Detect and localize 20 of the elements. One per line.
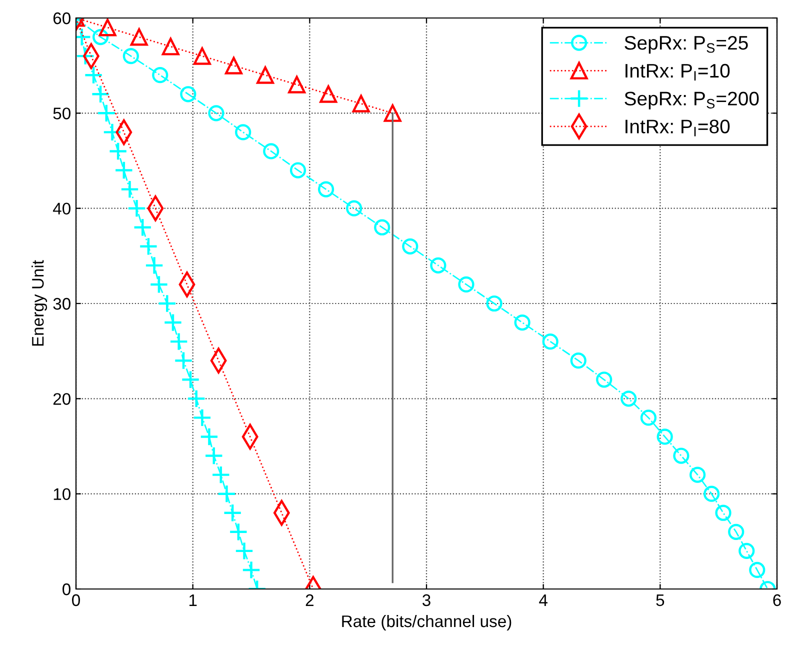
x-tick-label: 1 bbox=[189, 594, 197, 606]
x-tick-label: 0 bbox=[72, 594, 80, 606]
x-tick-label: 6 bbox=[773, 594, 781, 606]
x-tick-label: 4 bbox=[539, 594, 548, 606]
legend-label: SepRx: P$_{S}$=25 bbox=[624, 36, 748, 54]
y-axis-title: Energy Unit bbox=[32, 260, 48, 346]
y-tick-label: 60 bbox=[53, 12, 70, 24]
y-tick-label: 30 bbox=[53, 298, 70, 310]
legend-label: IntRx: P$_{I}$=10 bbox=[626, 64, 730, 81]
x-tick-label: 3 bbox=[422, 594, 430, 606]
legend-label: SepRx: P$_{S}$=200 bbox=[624, 92, 759, 110]
y-tick-label: 50 bbox=[53, 108, 70, 120]
x-tick-label: 2 bbox=[306, 594, 314, 606]
y-tick-label: 0 bbox=[62, 583, 70, 596]
y-tick-label: 10 bbox=[54, 488, 70, 500]
legend-label: IntRx: P$_{I}$=80 bbox=[626, 120, 730, 136]
x-tick-label: 5 bbox=[656, 594, 664, 606]
y-tick-label: 20 bbox=[53, 393, 70, 405]
y-tick-label: 40 bbox=[52, 202, 70, 215]
x-axis-title: Rate (bits/channel use) bbox=[342, 614, 512, 630]
